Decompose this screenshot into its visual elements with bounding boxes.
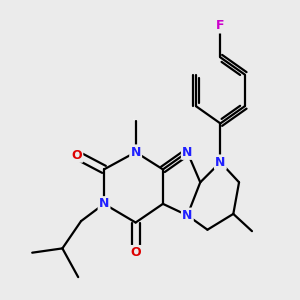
Text: N: N (215, 156, 226, 169)
Text: N: N (99, 197, 109, 210)
Text: F: F (216, 19, 225, 32)
Text: N: N (99, 197, 109, 210)
Text: N: N (182, 146, 193, 159)
Text: N: N (215, 156, 226, 169)
Text: N: N (130, 146, 141, 159)
Text: N: N (182, 209, 193, 222)
Text: O: O (71, 148, 82, 161)
Text: N: N (182, 146, 193, 159)
Text: methyl: methyl (133, 119, 138, 121)
Text: O: O (130, 246, 141, 259)
Text: O: O (71, 148, 82, 161)
Text: N: N (182, 209, 193, 222)
Text: N: N (130, 146, 141, 159)
Text: F: F (216, 19, 225, 32)
Text: O: O (130, 246, 141, 259)
